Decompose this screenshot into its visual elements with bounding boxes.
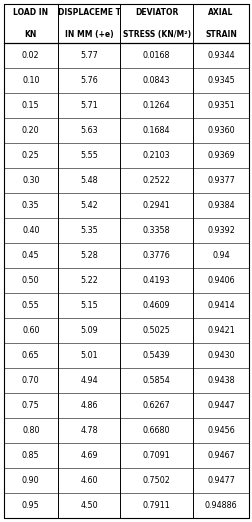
Text: 0.4609: 0.4609 — [142, 301, 170, 310]
Text: 0.70: 0.70 — [22, 376, 40, 385]
Text: 0.9345: 0.9345 — [206, 76, 234, 85]
Text: 0.60: 0.60 — [22, 326, 39, 335]
Text: 0.75: 0.75 — [22, 401, 40, 410]
Text: 0.90: 0.90 — [22, 476, 40, 485]
Text: 0.9351: 0.9351 — [206, 101, 234, 110]
Text: 4.78: 4.78 — [80, 426, 98, 435]
Text: 0.7911: 0.7911 — [142, 501, 170, 510]
Text: 0.7502: 0.7502 — [142, 476, 170, 485]
Text: 5.28: 5.28 — [80, 251, 98, 260]
Text: 5.55: 5.55 — [80, 151, 98, 160]
Text: 5.76: 5.76 — [80, 76, 98, 85]
Text: 0.9414: 0.9414 — [206, 301, 234, 310]
Text: 0.9438: 0.9438 — [206, 376, 234, 385]
Text: 0.5025: 0.5025 — [142, 326, 170, 335]
Text: 0.50: 0.50 — [22, 276, 40, 285]
Text: 0.10: 0.10 — [22, 76, 39, 85]
Text: 0.55: 0.55 — [22, 301, 40, 310]
Text: 0.1264: 0.1264 — [142, 101, 170, 110]
Text: 0.7091: 0.7091 — [142, 451, 170, 460]
Text: 0.1684: 0.1684 — [142, 126, 170, 135]
Text: 0.9384: 0.9384 — [206, 201, 234, 210]
Text: 0.9456: 0.9456 — [206, 426, 234, 435]
Text: 0.0168: 0.0168 — [142, 51, 170, 61]
Text: 5.15: 5.15 — [80, 301, 98, 310]
Text: 0.2941: 0.2941 — [142, 201, 170, 210]
Text: 4.69: 4.69 — [80, 451, 98, 460]
Text: DISPLACEME T: DISPLACEME T — [57, 8, 120, 17]
Text: 0.95: 0.95 — [22, 501, 40, 510]
Text: STRESS (KN/M²): STRESS (KN/M²) — [122, 30, 190, 39]
Text: 5.35: 5.35 — [80, 226, 98, 235]
Text: 5.09: 5.09 — [80, 326, 98, 335]
Text: 5.77: 5.77 — [80, 51, 98, 61]
Text: 0.3776: 0.3776 — [142, 251, 170, 260]
Text: 0.80: 0.80 — [22, 426, 39, 435]
Text: 0.9344: 0.9344 — [206, 51, 234, 61]
Text: 0.85: 0.85 — [22, 451, 40, 460]
Text: 4.86: 4.86 — [80, 401, 98, 410]
Text: 5.71: 5.71 — [80, 101, 98, 110]
Text: DEVIATOR: DEVIATOR — [134, 8, 178, 17]
Text: 0.9360: 0.9360 — [206, 126, 234, 135]
Text: 0.02: 0.02 — [22, 51, 40, 61]
Text: 0.9406: 0.9406 — [206, 276, 234, 285]
Text: 0.3358: 0.3358 — [142, 226, 170, 235]
Text: IN MM (+e): IN MM (+e) — [65, 30, 113, 39]
Text: 0.6267: 0.6267 — [142, 401, 170, 410]
Text: 5.22: 5.22 — [80, 276, 98, 285]
Text: 5.48: 5.48 — [80, 176, 98, 185]
Text: 0.9447: 0.9447 — [206, 401, 234, 410]
Text: 0.5854: 0.5854 — [142, 376, 170, 385]
Text: 0.9477: 0.9477 — [206, 476, 234, 485]
Text: 0.35: 0.35 — [22, 201, 40, 210]
Text: KN: KN — [24, 30, 37, 39]
Text: 4.60: 4.60 — [80, 476, 98, 485]
Text: 0.5439: 0.5439 — [142, 351, 170, 360]
Text: 0.0843: 0.0843 — [142, 76, 170, 85]
Text: LOAD IN: LOAD IN — [13, 8, 48, 17]
Text: AXIAL: AXIAL — [207, 8, 233, 17]
Text: 0.4193: 0.4193 — [142, 276, 170, 285]
Text: 0.2522: 0.2522 — [142, 176, 170, 185]
Text: 0.45: 0.45 — [22, 251, 40, 260]
Text: STRAIN: STRAIN — [204, 30, 236, 39]
Text: 0.65: 0.65 — [22, 351, 40, 360]
Text: 0.20: 0.20 — [22, 126, 40, 135]
Text: 0.25: 0.25 — [22, 151, 40, 160]
Text: 0.15: 0.15 — [22, 101, 40, 110]
Text: 0.9369: 0.9369 — [206, 151, 234, 160]
Text: 0.9392: 0.9392 — [206, 226, 234, 235]
Text: 5.01: 5.01 — [80, 351, 98, 360]
Text: 0.9377: 0.9377 — [206, 176, 234, 185]
Text: 0.30: 0.30 — [22, 176, 39, 185]
Text: 0.94886: 0.94886 — [204, 501, 236, 510]
Text: 0.40: 0.40 — [22, 226, 39, 235]
Text: 0.6680: 0.6680 — [142, 426, 170, 435]
Text: 4.50: 4.50 — [80, 501, 98, 510]
Text: 4.94: 4.94 — [80, 376, 98, 385]
Text: 0.2103: 0.2103 — [142, 151, 170, 160]
Text: 0.9421: 0.9421 — [206, 326, 234, 335]
Text: 0.94: 0.94 — [211, 251, 229, 260]
Text: 5.42: 5.42 — [80, 201, 98, 210]
Text: 0.9467: 0.9467 — [206, 451, 234, 460]
Text: 5.63: 5.63 — [80, 126, 98, 135]
Text: 0.9430: 0.9430 — [206, 351, 234, 360]
